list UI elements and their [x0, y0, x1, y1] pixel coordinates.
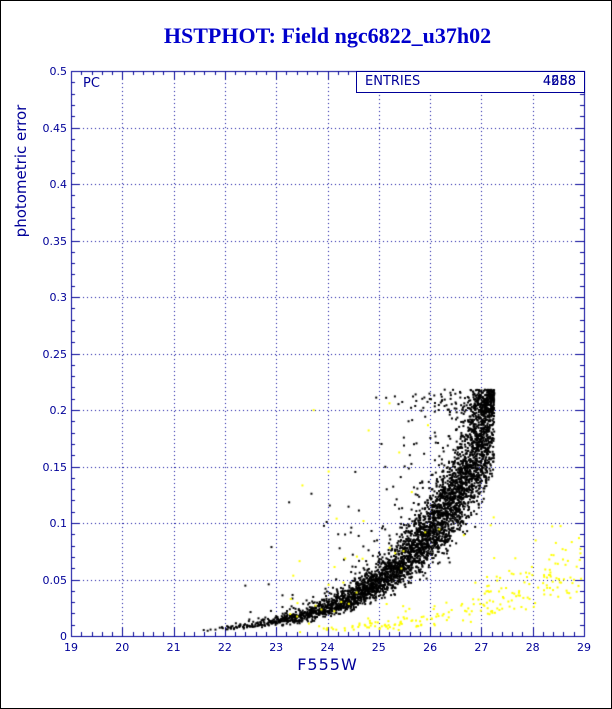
stats-box: ENTRIES 4688 4258	[356, 71, 585, 93]
x-tick-label: 25	[371, 641, 386, 654]
x-tick-label: 24	[320, 641, 335, 654]
y-tick-label: 0.3	[49, 291, 68, 304]
x-tick-label: 21	[166, 641, 181, 654]
x-tick-label: 22	[217, 641, 232, 654]
x-tick-label: 23	[269, 641, 284, 654]
y-tick-label: 0.2	[49, 404, 68, 417]
y-tick-label: 0.05	[42, 573, 68, 587]
y-tick-label: 0	[60, 630, 67, 643]
x-axis-label: F555W	[297, 655, 358, 674]
x-tick-label: 26	[423, 641, 438, 654]
y-tick-label: 0.15	[42, 460, 68, 474]
y-tick-label: 0.45	[42, 121, 68, 135]
entries-value-primary: 4688	[542, 74, 576, 89]
y-tick-label: 0.4	[49, 178, 68, 191]
y-tick-label: 0.25	[42, 347, 68, 361]
y-tick-label: 0.5	[49, 65, 68, 78]
entries-label: ENTRIES	[365, 74, 421, 89]
y-tick-label: 0.35	[42, 234, 68, 248]
y-tick-label: 0.1	[49, 517, 68, 530]
x-tick-label: 27	[474, 641, 489, 654]
detector-label: PC	[83, 76, 100, 91]
x-tick-label: 20	[115, 641, 130, 654]
entries-value-secondary: 4258	[542, 74, 576, 89]
x-tick-label: 28	[525, 641, 540, 654]
x-tick-label: 29	[577, 641, 591, 654]
y-axis-label: photometric error	[12, 104, 30, 238]
x-tick-label: 19	[64, 641, 78, 654]
